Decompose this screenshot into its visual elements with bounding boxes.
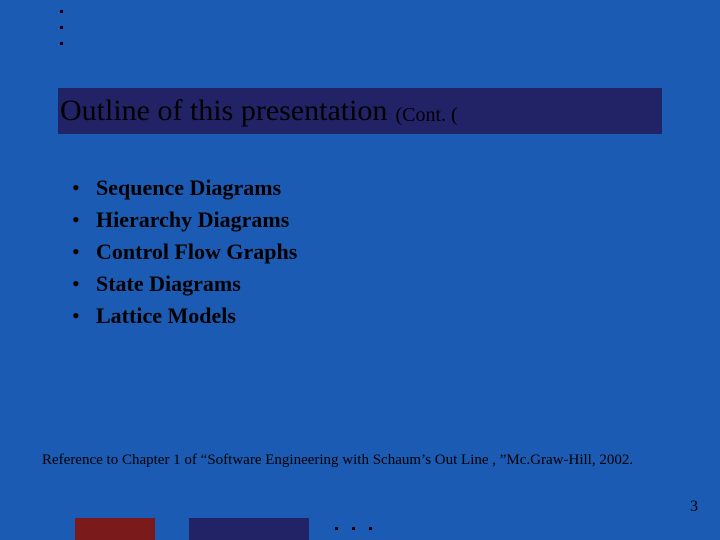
decorative-blocks-bottom [75,518,309,540]
slide-title-suffix: (Cont. ( [395,104,457,127]
decorative-dots-bottom [335,527,372,530]
list-item: • Lattice Models [72,303,297,329]
dot-icon [60,10,63,13]
decorative-dots-top [60,10,63,58]
slide-number: 3 [690,498,698,516]
list-item: • Hierarchy Diagrams [72,207,297,233]
decorative-block-navy [189,518,309,540]
title-bar: Outline of this presentation (Cont. ( [58,88,662,134]
bullet-list: • Sequence Diagrams • Hierarchy Diagrams… [72,175,297,335]
dot-icon [60,42,63,45]
bullet-icon: • [72,303,96,329]
bullet-text: State Diagrams [96,271,241,297]
bullet-icon: • [72,175,96,201]
bullet-icon: • [72,239,96,265]
list-item: • State Diagrams [72,271,297,297]
reference-text: Reference to Chapter 1 of “Software Engi… [42,452,682,469]
bullet-text: Hierarchy Diagrams [96,207,289,233]
dot-icon [352,527,355,530]
dot-icon [60,26,63,29]
dot-icon [369,527,372,530]
bullet-text: Control Flow Graphs [96,239,297,265]
bullet-text: Sequence Diagrams [96,175,281,201]
bullet-icon: • [72,207,96,233]
list-item: • Control Flow Graphs [72,239,297,265]
bullet-text: Lattice Models [96,303,236,329]
decorative-block-maroon [75,518,155,540]
slide-title: Outline of this presentation [58,94,387,128]
list-item: • Sequence Diagrams [72,175,297,201]
dot-icon [335,527,338,530]
bullet-icon: • [72,271,96,297]
